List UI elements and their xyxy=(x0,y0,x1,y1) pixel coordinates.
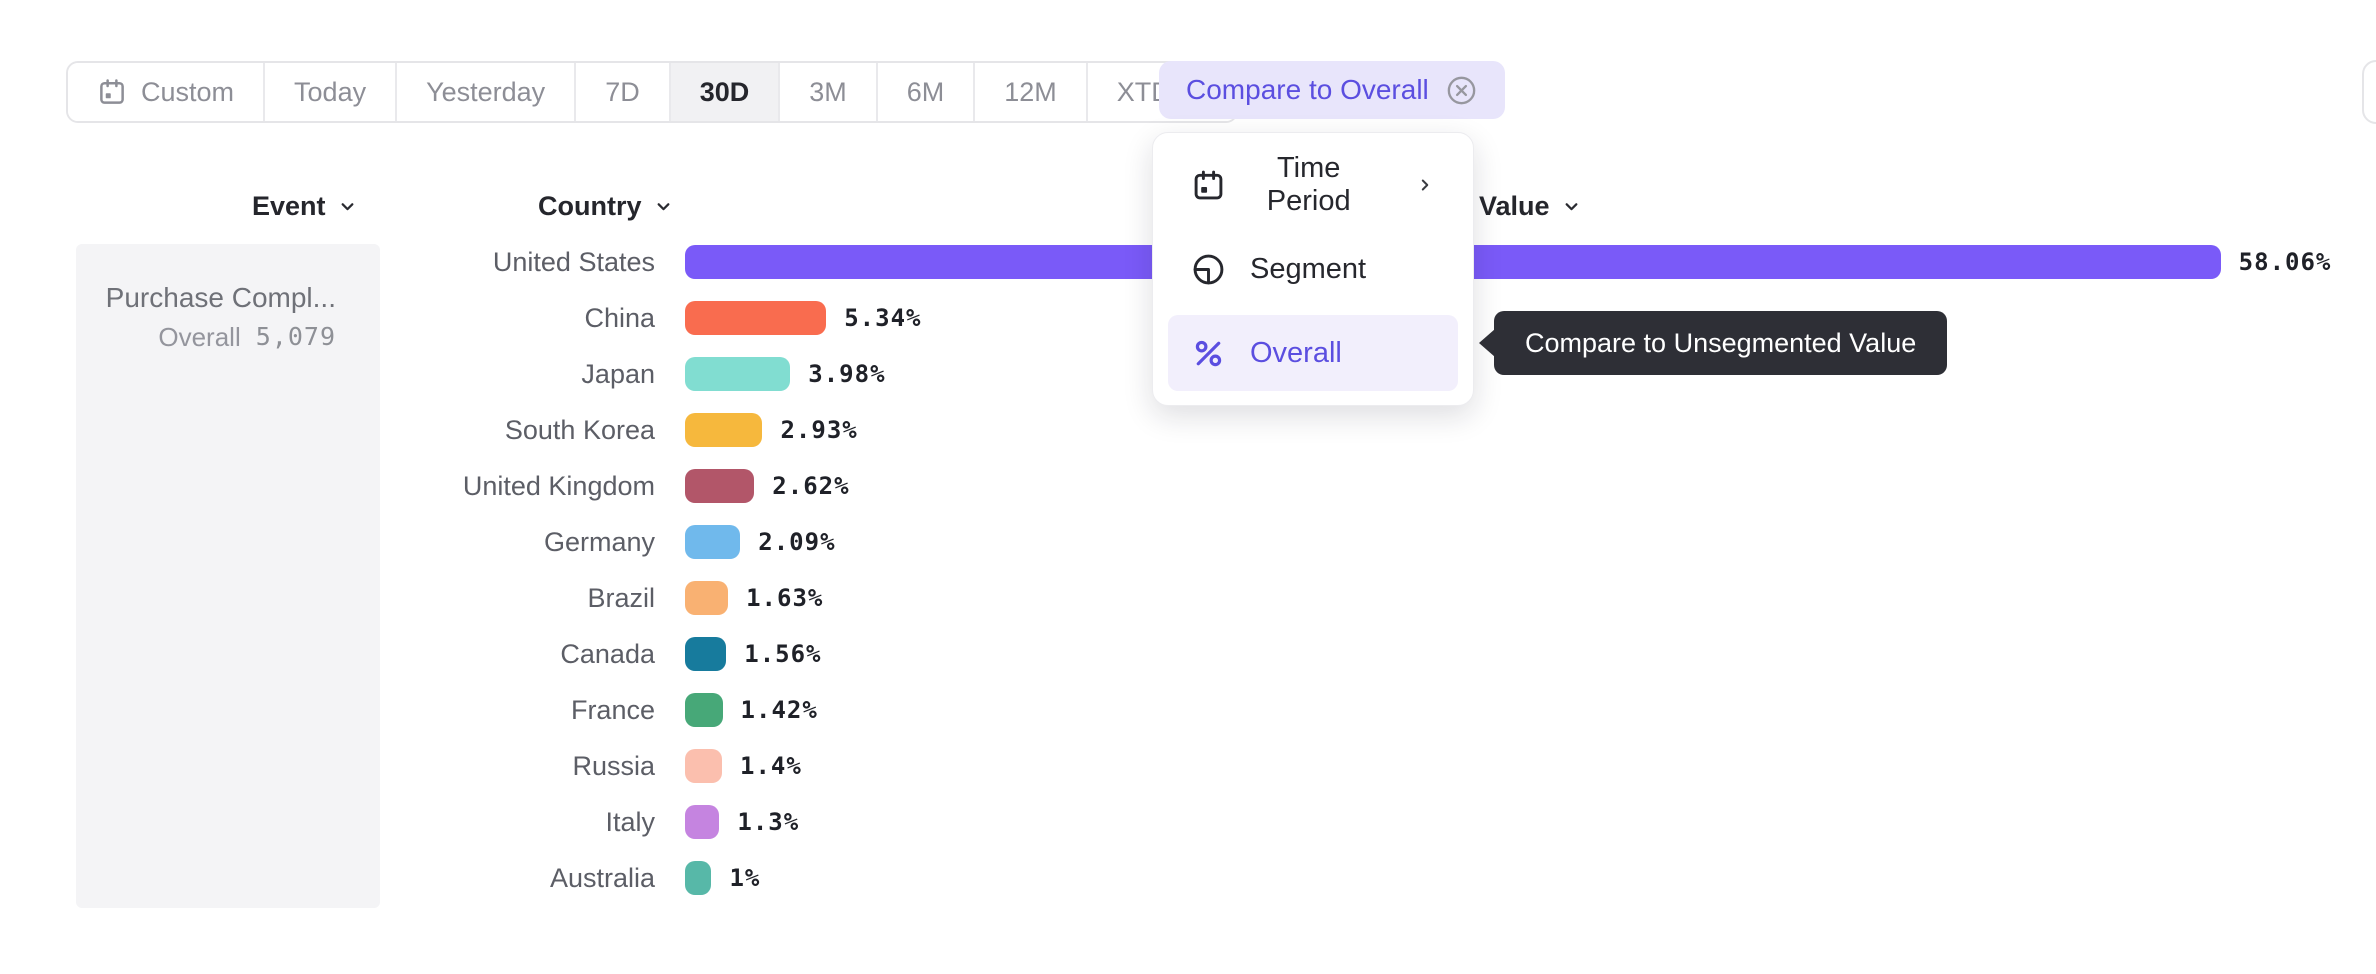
bar-value-label: 2.62% xyxy=(772,472,850,500)
event-overall-row: Overall 5,079 xyxy=(96,318,336,356)
menu-item-segment[interactable]: Segment xyxy=(1168,231,1458,307)
country-label: Canada xyxy=(560,638,655,669)
period-button-7d[interactable]: 7D xyxy=(574,63,669,121)
chart-row-canada: Canada 1.56% xyxy=(380,626,2376,682)
tooltip: Compare to Unsegmented Value xyxy=(1479,311,1948,375)
menu-item-label: Overall xyxy=(1250,336,1342,369)
period-button-6m[interactable]: 6M xyxy=(875,63,974,121)
chart-row-russia: Russia 1.4% xyxy=(380,738,2376,794)
bar-italy[interactable] xyxy=(685,805,720,839)
period-button-label: 12M xyxy=(1004,76,1057,107)
bar-russia[interactable] xyxy=(685,749,723,783)
bar-value-label: 2.93% xyxy=(780,416,858,444)
bar-value-label: 1% xyxy=(729,864,761,892)
chevron-down-icon xyxy=(341,202,353,210)
column-header-value-label: Value xyxy=(1479,190,1550,221)
country-label: Italy xyxy=(605,806,655,837)
column-header-country-label: Country xyxy=(538,190,642,221)
bar-value-label: 3.98% xyxy=(808,360,886,388)
country-label: Germany xyxy=(543,526,655,557)
overall-value: 5,079 xyxy=(255,322,336,351)
period-button-12m[interactable]: 12M xyxy=(973,63,1086,121)
chart-row-united-kingdom: United Kingdom 2.62% xyxy=(380,458,2376,514)
bar-value-label: 1.56% xyxy=(744,640,822,668)
tooltip-text: Compare to Unsegmented Value xyxy=(1525,327,1917,358)
country-label: Russia xyxy=(572,750,655,781)
period-button-3m[interactable]: 3M xyxy=(778,63,876,121)
calendar-icon xyxy=(100,79,124,104)
bar-france[interactable] xyxy=(685,693,723,727)
country-label: France xyxy=(570,694,655,725)
bar-value-label: 5.34% xyxy=(844,304,922,332)
event-title: Purchase Compl... xyxy=(105,282,336,313)
bar-value-label: 1.63% xyxy=(746,584,824,612)
date-range-toolbar: Custom Today Yesterday 7D 30D 3M 6M 12M XTD xyxy=(66,61,1238,123)
chart-row-germany: Germany 2.09% xyxy=(380,514,2376,570)
chart-row-south-korea: South Korea 2.93% xyxy=(380,402,2376,458)
bar-germany[interactable] xyxy=(685,525,741,559)
bar-value-label: 1.4% xyxy=(740,752,802,780)
period-button-today[interactable]: Today xyxy=(263,63,396,121)
calendar-icon xyxy=(1194,170,1223,199)
close-circle-icon[interactable] xyxy=(1445,74,1478,107)
period-button-label: Custom xyxy=(141,76,235,107)
column-header-country[interactable]: Country xyxy=(538,190,674,222)
chevron-down-icon xyxy=(1565,202,1577,210)
country-label: Australia xyxy=(549,862,655,893)
event-cell[interactable]: Purchase Compl... Overall 5,079 xyxy=(76,244,380,908)
column-header-event-label: Event xyxy=(252,190,326,221)
period-button-yesterday[interactable]: Yesterday xyxy=(395,63,575,121)
partial-button-right-edge[interactable] xyxy=(2362,60,2376,124)
country-label: South Korea xyxy=(504,414,655,445)
menu-item-time-period[interactable]: Time Period xyxy=(1168,147,1458,223)
period-button-label: 30D xyxy=(699,76,750,107)
column-header-event[interactable]: Event xyxy=(252,190,358,222)
compare-to-overall-label: Compare to Overall xyxy=(1186,74,1429,105)
period-button-label: 3M xyxy=(809,76,847,107)
period-button-custom[interactable]: Custom xyxy=(68,63,264,121)
bar-brazil[interactable] xyxy=(685,581,729,615)
country-label: Japan xyxy=(581,358,655,389)
chart-row-brazil: Brazil 1.63% xyxy=(380,570,2376,626)
chart-row-france: France 1.42% xyxy=(380,682,2376,738)
compare-to-overall-button[interactable]: Compare to Overall xyxy=(1159,61,1505,119)
country-label: United Kingdom xyxy=(462,470,655,501)
bar-australia[interactable] xyxy=(685,861,712,895)
bar-value-label: 1.3% xyxy=(737,808,800,836)
bar-value-label: 58.06% xyxy=(2238,248,2332,276)
bar-united-kingdom[interactable] xyxy=(685,469,755,503)
bar-canada[interactable] xyxy=(685,637,727,671)
chevron-right-icon xyxy=(1422,179,1429,191)
menu-item-label: Time Period xyxy=(1266,152,1351,217)
bar-japan[interactable] xyxy=(685,357,791,391)
chart-row-china: China 5.34% xyxy=(380,290,2376,346)
bar-south-korea[interactable] xyxy=(685,413,763,447)
chart-row-australia: Australia 1% xyxy=(380,850,2376,906)
bar-value-label: 1.42% xyxy=(740,696,818,724)
bar-china[interactable] xyxy=(685,301,827,335)
chevron-down-icon xyxy=(657,202,669,210)
column-header-value[interactable]: Value xyxy=(1479,190,1582,222)
menu-item-label: Segment xyxy=(1250,252,1367,285)
period-button-label: 7D xyxy=(605,76,640,107)
period-button-30d[interactable]: 30D xyxy=(668,63,779,121)
period-button-label: Today xyxy=(294,76,367,107)
chart-row-italy: Italy 1.3% xyxy=(380,794,2376,850)
chart-row-japan: Japan 3.98% xyxy=(380,346,2376,402)
country-label: Brazil xyxy=(587,582,655,613)
bar-value-label: 2.09% xyxy=(758,528,836,556)
period-button-label: 6M xyxy=(906,76,945,107)
overall-label: Overall xyxy=(158,322,241,352)
compare-dropdown-menu: Time Period Segment Overall xyxy=(1152,132,1474,406)
percent-icon xyxy=(1195,340,1222,366)
segment-icon xyxy=(1193,254,1224,284)
menu-item-overall[interactable]: Overall xyxy=(1168,315,1458,391)
country-label: China xyxy=(584,302,655,333)
tooltip-arrow-left xyxy=(1479,329,1495,357)
period-button-label: Yesterday xyxy=(426,76,546,107)
country-label: United States xyxy=(492,246,655,277)
